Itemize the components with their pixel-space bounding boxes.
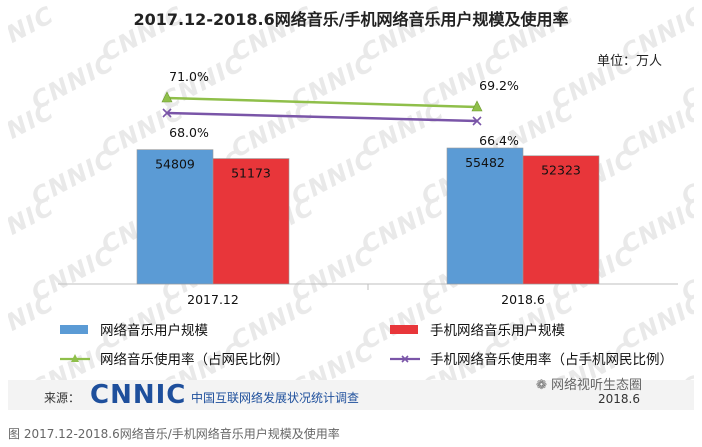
line-value-label: 71.0% <box>169 69 209 84</box>
x-tick-label: 2018.6 <box>501 292 545 307</box>
line-point <box>161 91 173 103</box>
bar <box>522 155 600 285</box>
line-value-label: 69.2% <box>479 78 519 93</box>
chart-plot: 54809 51173 2017.12 55482 52323 2018.6 71.0% 69… <box>58 69 678 368</box>
bar <box>212 158 290 285</box>
figure-caption: 图 2017.12-2018.6网络音乐/手机网络音乐用户规模及使用率 <box>8 427 340 441</box>
bar-value-label: 55482 <box>465 155 505 170</box>
wechat-icon: ❁ <box>536 378 547 393</box>
legend-marker <box>71 354 79 362</box>
legend-label: 网络音乐用户规模 <box>100 322 208 339</box>
line-point <box>162 108 172 118</box>
line-value-label: 66.4% <box>479 133 519 148</box>
footer-org-name: 中国互联网络发展状况统计调查 <box>191 391 360 405</box>
footer-date: 2018.6 <box>598 392 640 406</box>
line-point <box>471 100 483 112</box>
line-value-label: 68.0% <box>169 125 209 140</box>
legend-label: 手机网络音乐用户规模 <box>430 322 565 339</box>
chart-title: 2017.12-2018.6网络音乐/手机网络音乐用户规模及使用率 <box>133 10 569 29</box>
wechat-account-name: 网络视听生态圈 <box>551 378 643 393</box>
x-tick-label: 2017.12 <box>187 292 239 307</box>
legend-label: 网络音乐使用率（占网民比例） <box>100 351 289 368</box>
bar-value-label: 52323 <box>541 163 581 178</box>
legend-swatch <box>60 325 88 334</box>
line-point <box>472 116 482 126</box>
series-line <box>166 111 478 123</box>
bar-value-label: 51173 <box>231 166 271 181</box>
legend-label: 手机网络音乐使用率（占手机网民比例） <box>430 351 673 368</box>
footer-source-label: 来源： <box>44 391 81 405</box>
legend-marker <box>401 355 409 363</box>
bar-value-label: 54809 <box>155 157 195 172</box>
wechat-watermark: ❁ 网络视听生态圈 <box>536 374 642 393</box>
chart-frame: CNNIC CNNIC CNNIC CNNIC CNNIC CNNIC CNNIC CNNIC… <box>8 0 694 422</box>
footer-bar <box>8 380 694 410</box>
legend-swatch <box>390 325 418 334</box>
bar <box>136 149 214 285</box>
series-line <box>166 96 478 109</box>
cnnic-logo: CNNIC <box>90 380 187 410</box>
unit-label: 单位：万人 <box>596 54 662 69</box>
